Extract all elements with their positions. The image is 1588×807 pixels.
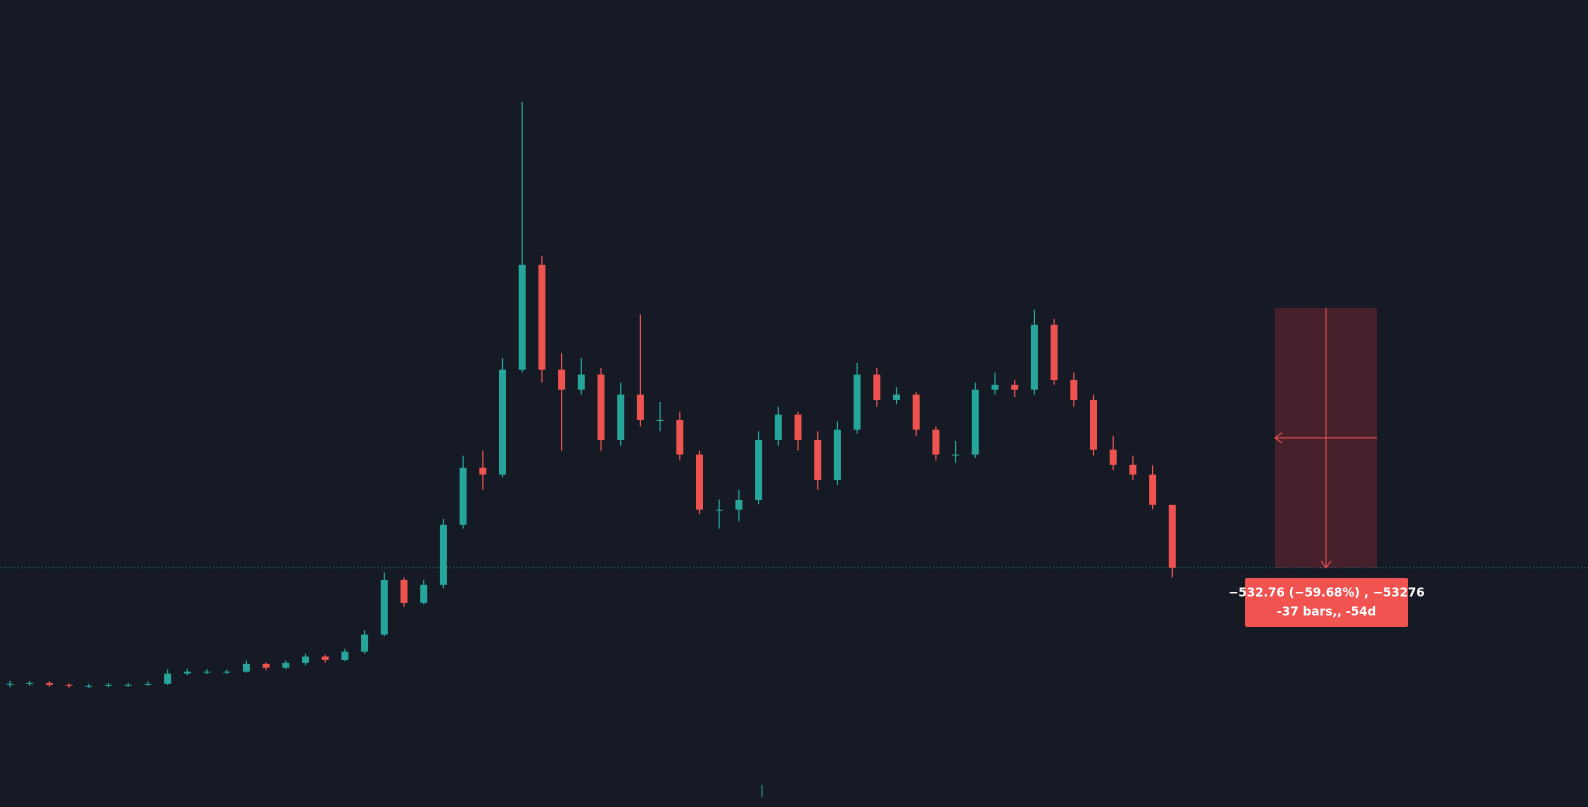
candle-body: [774, 414, 782, 440]
candle-body: [735, 499, 743, 510]
candle-body: [65, 684, 73, 686]
measure-label: −532.76 (−59.68%) , −53276: [1228, 586, 1424, 600]
candle-body: [262, 663, 270, 668]
measure-down-arrow: [1320, 560, 1332, 569]
candle-body: [656, 419, 664, 421]
candle-body: [1011, 384, 1019, 390]
candle-body: [400, 579, 408, 603]
candle-body: [1109, 449, 1117, 465]
candle-body: [361, 634, 369, 652]
candle-body: [538, 264, 546, 370]
candle-body: [1070, 379, 1078, 400]
candle-body: [45, 682, 53, 685]
candle-body: [1149, 474, 1157, 505]
candle-body: [6, 683, 14, 685]
candle-body: [85, 685, 93, 687]
candle-body: [814, 439, 822, 480]
candle-body: [912, 394, 920, 430]
candle-body: [833, 429, 841, 480]
candle-body: [696, 454, 703, 510]
candle-body: [1050, 324, 1058, 380]
candle-body: [499, 369, 506, 475]
candle-body: [971, 389, 979, 455]
candle-body: [124, 684, 132, 686]
candle-body: [420, 584, 428, 603]
candle-body: [1030, 324, 1038, 390]
candle-body: [794, 414, 802, 440]
candle-body: [282, 662, 290, 668]
candle-body: [518, 264, 526, 370]
candle-body: [676, 419, 684, 455]
candle-body: [242, 663, 250, 672]
candle-body: [558, 369, 566, 390]
candle-body: [893, 394, 900, 400]
candle-body: [144, 683, 152, 685]
candle-body: [459, 467, 467, 525]
candle-body: [617, 394, 625, 440]
candle-body: [26, 682, 34, 684]
measure-left-arrow: [1274, 432, 1283, 444]
candle-body: [636, 394, 644, 420]
candle-body: [321, 656, 329, 660]
candle-body: [164, 673, 172, 684]
candle-body: [183, 671, 191, 674]
measure-label: -37 bars,, -54d: [1277, 605, 1376, 619]
candle-body: [439, 524, 447, 585]
candle-body: [597, 374, 605, 440]
candle-body: [1090, 399, 1097, 450]
candle-body: [952, 454, 960, 456]
candle-body: [715, 509, 723, 511]
candle-body: [1129, 464, 1137, 475]
candle-body: [341, 651, 349, 660]
candle-body: [203, 671, 211, 673]
measure-label-box: [1245, 578, 1408, 627]
candle-body: [223, 671, 231, 673]
candle-body: [479, 467, 487, 475]
candle-body: [755, 439, 763, 500]
candle-body: [105, 684, 112, 686]
candle-body: [302, 656, 309, 663]
candle-body: [873, 374, 881, 400]
candle-body: [932, 429, 940, 455]
candle-body: [577, 374, 585, 390]
candle-body: [991, 384, 999, 390]
candle-body: [380, 579, 388, 635]
candle-body: [1168, 504, 1176, 568]
candle-body: [853, 374, 861, 430]
